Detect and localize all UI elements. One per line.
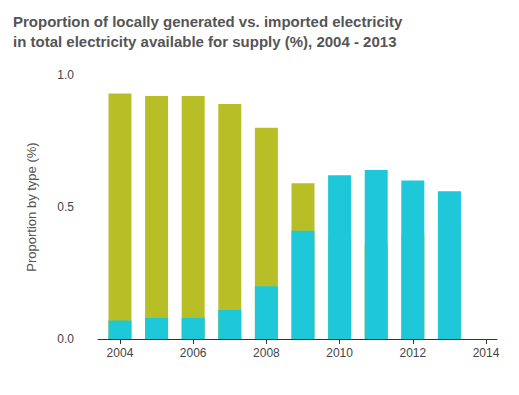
- svg-text:0.0: 0.0: [57, 332, 74, 346]
- svg-text:2014: 2014: [473, 346, 500, 360]
- svg-text:2004: 2004: [107, 346, 134, 360]
- svg-text:2006: 2006: [180, 346, 207, 360]
- svg-text:1.0: 1.0: [57, 68, 74, 82]
- svg-text:Proportion by type (%): Proportion by type (%): [24, 142, 39, 271]
- svg-text:0.5: 0.5: [57, 200, 74, 214]
- svg-text:in total electricity available: in total electricity available for suppl…: [13, 33, 396, 50]
- svg-text:Proportion of locally generate: Proportion of locally generated vs. impo…: [13, 13, 403, 30]
- svg-text:2010: 2010: [326, 346, 353, 360]
- svg-text:2008: 2008: [253, 346, 280, 360]
- svg-text:2012: 2012: [399, 346, 426, 360]
